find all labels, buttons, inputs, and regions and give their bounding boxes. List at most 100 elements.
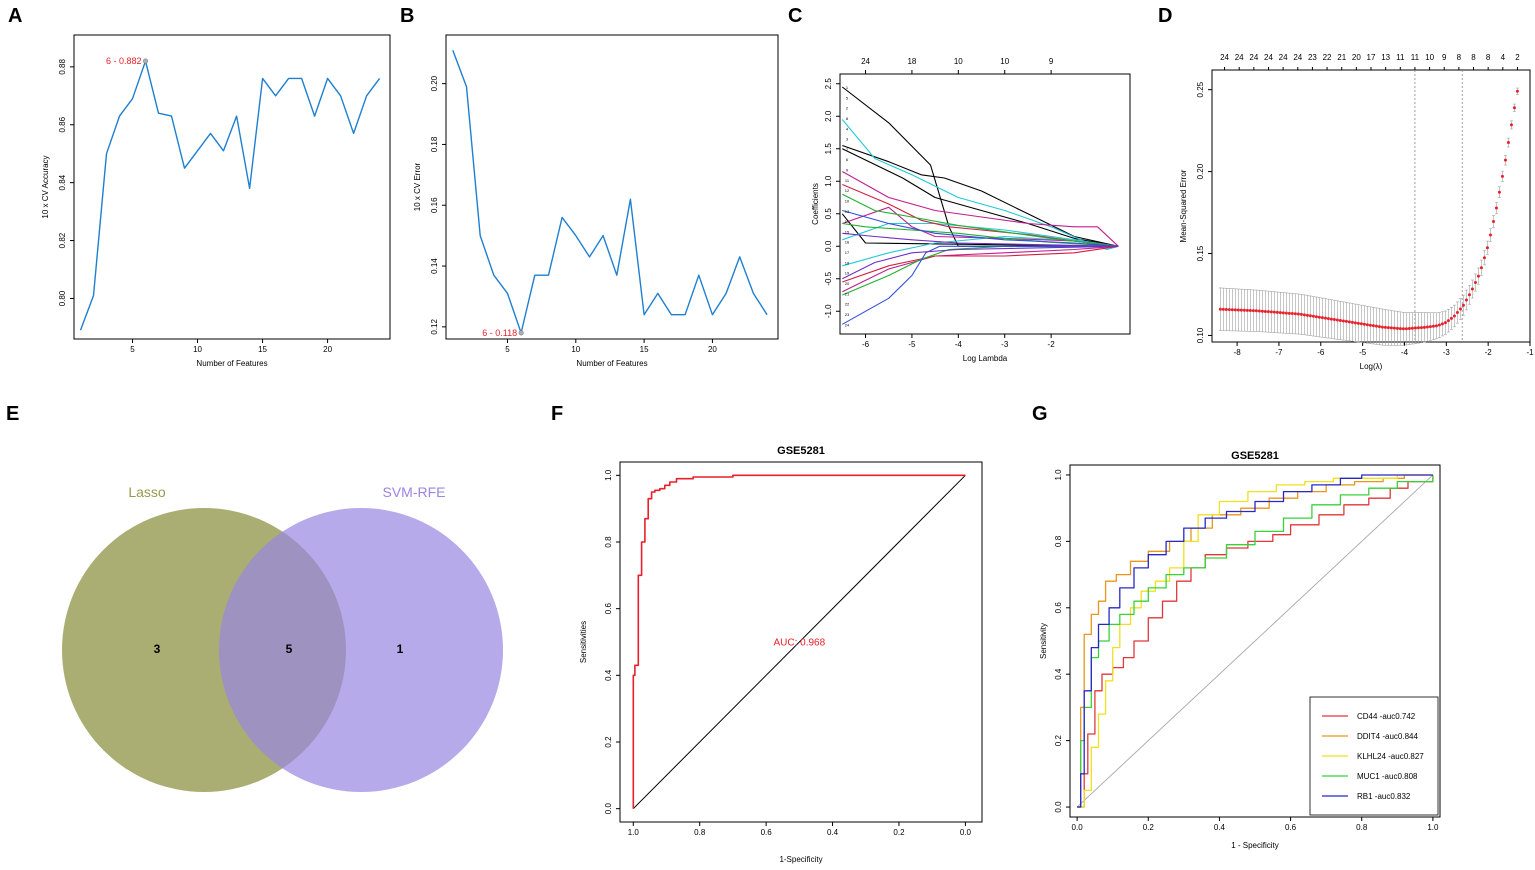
mse-point xyxy=(1227,308,1231,312)
y-tick-label: 0.6 xyxy=(604,603,613,615)
top-tick-label: 11 xyxy=(1411,53,1420,62)
mse-point xyxy=(1458,307,1462,311)
mse-point xyxy=(1338,318,1342,322)
chart-panel-g: GSE5281 0.0 0.2 0.4 0.6 0.8 1.0 0.0 0.2 0.4 0.6 0.8… xyxy=(1039,450,1441,850)
mse-point xyxy=(1479,266,1483,270)
mse-point xyxy=(1395,326,1399,330)
mse-point xyxy=(1254,309,1258,313)
chart-panel-c: -6 -5 -4 -3 -2 -1.0 -0.5 0.0 0.5 1.0 1.5 2.0 2.5 Log … xyxy=(811,57,1131,363)
mse-point xyxy=(1362,322,1366,326)
mse-point xyxy=(1386,326,1390,330)
top-tick-label: 24 xyxy=(1220,53,1229,62)
mse-point xyxy=(1461,303,1465,307)
chart-panel-a: 5 10 15 20 0.80 0.82 0.84 0.86 0.88 Number of Fea… xyxy=(41,34,391,368)
mse-point xyxy=(1368,323,1372,327)
y-axis-label: Sensitivity xyxy=(1039,623,1048,659)
mse-point xyxy=(1350,320,1354,324)
mse-point xyxy=(1302,313,1306,317)
x-tick-label: -7 xyxy=(1275,348,1283,357)
mse-point xyxy=(1275,310,1279,314)
mse-point xyxy=(1515,89,1519,93)
series-line xyxy=(452,49,768,334)
mse-point xyxy=(1383,325,1387,329)
panel-letter-f: F xyxy=(551,403,563,425)
top-tick-label: 23 xyxy=(1308,53,1317,62)
x-tick-label: 0.4 xyxy=(827,828,839,837)
y-tick-label: 0.8 xyxy=(1054,535,1063,547)
y-tick-label: 0.86 xyxy=(58,116,67,132)
chance-diagonal xyxy=(632,474,966,810)
mse-point xyxy=(1233,308,1237,312)
y-tick-label: -0.5 xyxy=(824,271,833,285)
y-tick-label: 0.14 xyxy=(430,258,439,274)
mse-point xyxy=(1401,327,1405,331)
y-tick-label: 0.0 xyxy=(604,803,613,815)
y-tick-label: 0.6 xyxy=(1054,602,1063,614)
mse-point xyxy=(1473,281,1477,285)
mse-point xyxy=(1455,311,1459,315)
mse-point xyxy=(1410,326,1414,330)
path-index-label: 1 xyxy=(846,85,849,90)
mse-point xyxy=(1452,314,1456,318)
mse-point xyxy=(1428,325,1432,329)
mse-point xyxy=(1512,106,1516,110)
chart-panel-f: GSE5281 1.0 0.8 0.6 0.4 0.2 0.0 0.0 0.2 0.4 0.6 0.8… xyxy=(579,445,983,864)
mse-point xyxy=(1320,316,1324,320)
y-tick-label: 0.20 xyxy=(430,75,439,91)
legend-entry: CD44 -auc0.742 xyxy=(1357,712,1416,721)
plot-frame xyxy=(73,34,391,340)
legend-entry: KLHL24 -auc0.827 xyxy=(1357,752,1424,761)
x-tick-label: -8 xyxy=(1234,348,1242,357)
x-tick-label: 20 xyxy=(323,345,332,354)
coefficient-path xyxy=(841,213,1119,247)
mse-point xyxy=(1347,320,1351,324)
y-tick-label: 1.0 xyxy=(604,469,613,481)
y-axis-label: Coefficients xyxy=(811,183,820,225)
path-index-label: 12 xyxy=(845,188,850,193)
x-tick-label: 10 xyxy=(193,345,202,354)
top-tick-label: 21 xyxy=(1337,53,1346,62)
mse-point xyxy=(1353,321,1357,325)
y-axis-label: 10 x CV Accuracy xyxy=(41,155,50,218)
chart-title: GSE5281 xyxy=(777,445,825,457)
x-axis-label: 1 - Specificity xyxy=(1231,841,1279,850)
best-point-label: 6 - 0.882 xyxy=(106,56,142,66)
x-tick-label: 0.2 xyxy=(1143,823,1155,832)
panel-letter-e: E xyxy=(6,403,19,425)
mse-point xyxy=(1224,307,1228,311)
coefficient-path xyxy=(842,193,1119,247)
plot-frame xyxy=(1069,464,1441,818)
path-index-label: 22 xyxy=(845,302,850,307)
path-index-label: 16 xyxy=(845,240,850,245)
mse-point xyxy=(1329,317,1333,321)
mse-point xyxy=(1245,308,1249,312)
x-axis-label: Log Lambda xyxy=(963,354,1008,363)
mse-point xyxy=(1374,324,1378,328)
x-tick-label: -6 xyxy=(1317,348,1325,357)
y-tick-label: 0.4 xyxy=(1054,668,1063,680)
mse-point xyxy=(1326,317,1330,321)
chart-panel-d: -8 -7 -6 -5 -4 -3 -2 -1 0.10 0.15 0.20 0.25 Log(λ) Me… xyxy=(1179,53,1534,371)
y-tick-label: 0.4 xyxy=(604,669,613,681)
path-index-label: 7 xyxy=(846,147,849,152)
y-tick-label: 1.0 xyxy=(824,175,833,187)
path-index-label: 24 xyxy=(845,322,850,327)
auc-label: AUC: 0.968 xyxy=(773,637,825,648)
mse-point xyxy=(1341,319,1345,323)
mse-point xyxy=(1314,315,1318,319)
x-tick-label: 20 xyxy=(708,345,717,354)
y-tick-label: 0.5 xyxy=(824,208,833,220)
mse-point xyxy=(1260,309,1264,313)
x-tick-label: -2 xyxy=(1485,348,1493,357)
mse-point xyxy=(1437,323,1441,327)
venn-set-label-svm-rfe: SVM-RFE xyxy=(383,484,446,500)
mse-point xyxy=(1230,308,1234,312)
x-tick-label: 1.0 xyxy=(628,828,640,837)
top-tick-label: 24 xyxy=(1249,53,1258,62)
y-tick-label: 0.80 xyxy=(58,290,67,306)
mse-point xyxy=(1356,321,1360,325)
plot-frame xyxy=(445,34,779,340)
mse-point xyxy=(1500,174,1504,178)
mse-point xyxy=(1290,312,1294,316)
mse-point xyxy=(1323,316,1327,320)
